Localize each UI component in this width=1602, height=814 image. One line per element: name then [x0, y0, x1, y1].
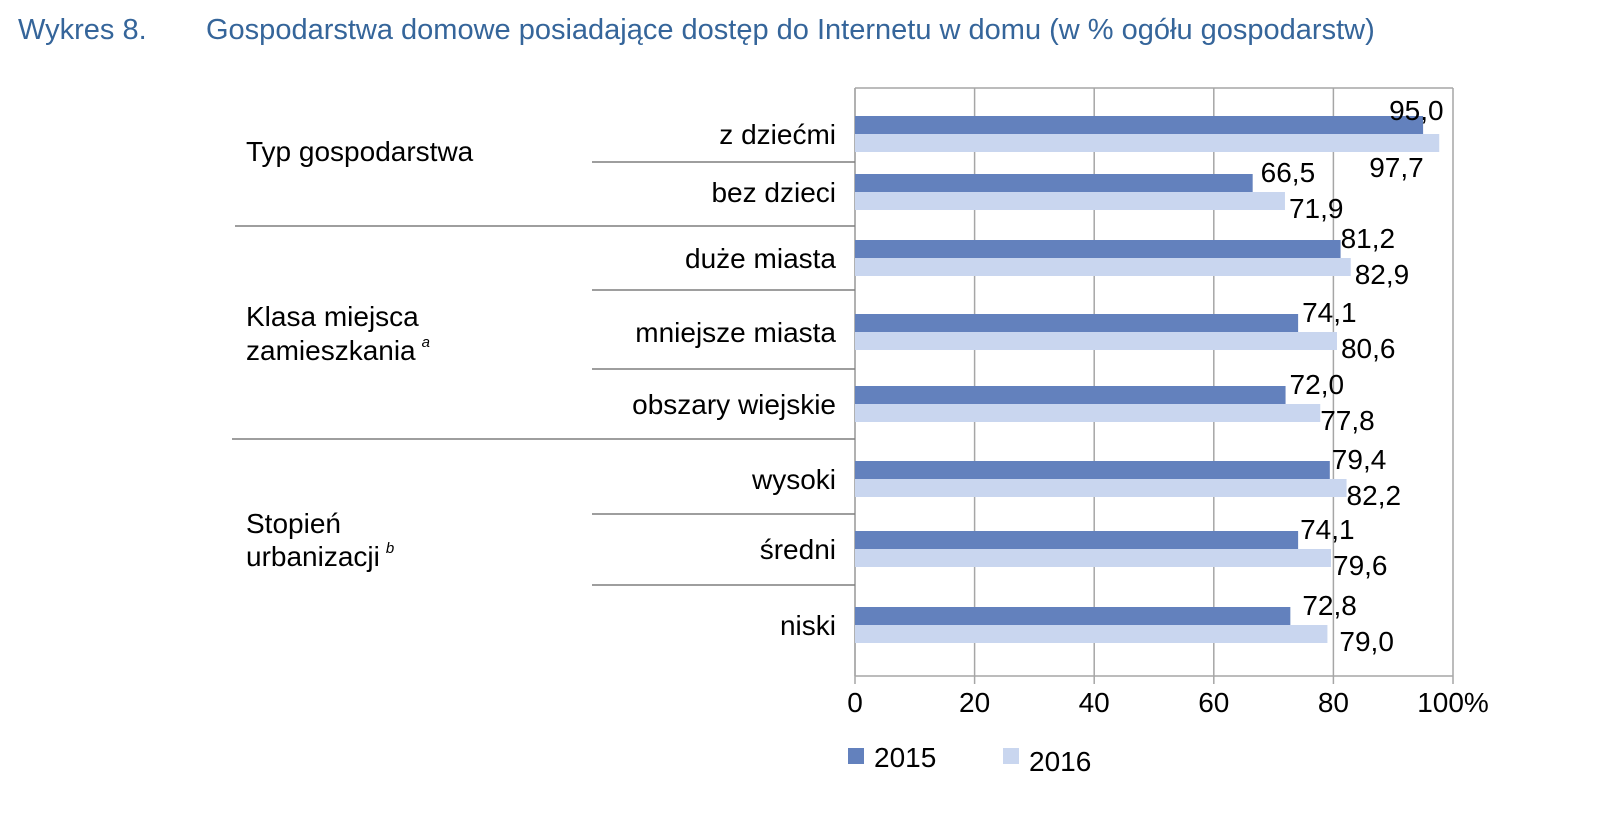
bar-2015 — [855, 461, 1330, 479]
category-label: bez dzieci — [711, 177, 836, 208]
data-label-2016: 82,2 — [1347, 480, 1402, 511]
bar-2016 — [855, 479, 1347, 497]
data-label-2016: 97,7 — [1369, 152, 1424, 183]
group-label: urbanizacji b — [246, 540, 394, 572]
data-label-2016: 80,6 — [1341, 333, 1396, 364]
category-label: wysoki — [751, 464, 836, 495]
data-label-2016: 79,6 — [1333, 550, 1388, 581]
legend-label-2015: 2015 — [874, 742, 936, 773]
data-label-2015: 72,0 — [1290, 369, 1345, 400]
category-label: mniejsze miasta — [635, 317, 836, 348]
data-label-2016: 79,0 — [1339, 626, 1394, 657]
chart-title-row: Wykres 8. Gospodarstwa domowe posiadając… — [0, 14, 1602, 54]
x-tick-label: 20 — [959, 687, 990, 718]
bar-2016 — [855, 192, 1285, 210]
data-label-2015: 81,2 — [1341, 223, 1396, 254]
category-label: średni — [760, 534, 836, 565]
category-label: niski — [780, 610, 836, 641]
category-label: z dziećmi — [719, 119, 836, 150]
bar-2016 — [855, 332, 1337, 350]
bar-2016 — [855, 404, 1321, 422]
x-tick-label: 100% — [1417, 687, 1489, 718]
bar-2016 — [855, 625, 1328, 643]
group-label: Stopień — [246, 508, 341, 539]
data-label-2015: 72,8 — [1302, 590, 1357, 621]
bar-2015 — [855, 531, 1299, 549]
x-tick-label: 80 — [1318, 687, 1349, 718]
bar-2016 — [855, 258, 1351, 276]
data-label-2015: 74,1 — [1300, 514, 1355, 545]
x-tick-label: 60 — [1198, 687, 1229, 718]
category-label: duże miasta — [685, 243, 836, 274]
bar-2016 — [855, 134, 1440, 152]
data-label-2016: 71,9 — [1289, 193, 1344, 224]
x-tick-label: 40 — [1079, 687, 1110, 718]
bar-2015 — [855, 116, 1424, 134]
legend-label-2016: 2016 — [1029, 746, 1091, 777]
bar-2015 — [855, 240, 1341, 258]
data-label-2015: 66,5 — [1261, 157, 1316, 188]
bar-2015 — [855, 607, 1291, 625]
data-label-2015: 95,0 — [1389, 95, 1444, 126]
data-label-2016: 77,8 — [1320, 405, 1375, 436]
data-label-2015: 74,1 — [1302, 297, 1357, 328]
group-label: zamieszkania a — [246, 334, 430, 366]
bar-2015 — [855, 174, 1253, 192]
chart-title: Gospodarstwa domowe posiadające dostęp d… — [206, 14, 1375, 46]
chart-number: Wykres 8. — [18, 14, 147, 46]
group-label: Klasa miejsca — [246, 301, 419, 332]
legend-swatch-2015 — [848, 748, 864, 764]
bar-2016 — [855, 549, 1332, 567]
data-label-2015: 79,4 — [1332, 444, 1387, 475]
group-label: Typ gospodarstwa — [246, 136, 474, 167]
x-tick-label: 0 — [847, 687, 863, 718]
data-label-2016: 82,9 — [1355, 259, 1410, 290]
category-label: obszary wiejskie — [632, 389, 836, 420]
bar-2015 — [855, 386, 1286, 404]
legend-swatch-2016 — [1003, 748, 1019, 764]
bar-2015 — [855, 314, 1299, 332]
